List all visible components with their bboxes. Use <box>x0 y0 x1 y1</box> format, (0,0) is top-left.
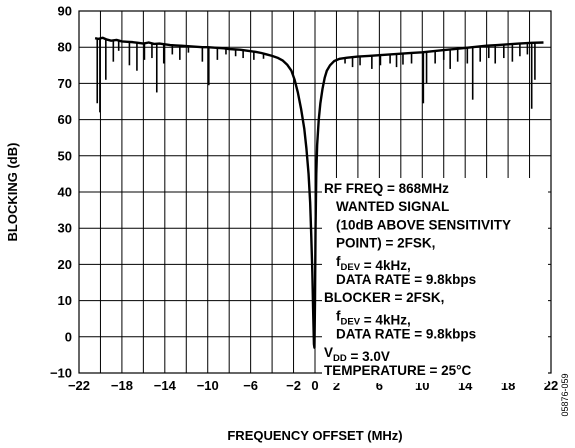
annotation-line: POINT) = 2FSK, <box>336 236 435 251</box>
x-tick-label: 0 <box>311 378 318 393</box>
blocking-curve <box>94 36 544 349</box>
annotation-line: DATA RATE = 9.8kbps <box>336 327 476 342</box>
annotation-background <box>322 178 548 383</box>
annotation-line: BLOCKER = 2FSK, <box>324 290 444 305</box>
y-tick-label: 80 <box>58 40 72 55</box>
figure-code: 05876-059 <box>560 373 570 416</box>
y-tick-label: 10 <box>58 293 72 308</box>
y-tick-label: 20 <box>58 257 72 272</box>
annotation-line: RF FREQ = 868MHz <box>324 181 449 196</box>
y-tick-label: 90 <box>58 4 72 19</box>
x-tick-label: 2 <box>333 378 340 393</box>
y-tick-label: 50 <box>58 148 72 163</box>
y-tick-label: −10 <box>50 366 72 381</box>
y-tick-label: 70 <box>58 76 72 91</box>
x-tick-label: −18 <box>111 378 133 393</box>
series-blocking <box>94 36 544 349</box>
x-tick-label: −10 <box>197 378 219 393</box>
y-tick-label: 40 <box>58 185 72 200</box>
annotation-line: TEMPERATURE = 25°C <box>324 363 472 378</box>
x-tick-label: −2 <box>286 378 301 393</box>
plot-frame <box>78 10 552 374</box>
y-tick-label: 30 <box>58 221 72 236</box>
annotation-line: WANTED SIGNAL <box>336 199 449 214</box>
y-axis-title: BLOCKING (dB) <box>5 143 20 242</box>
annotation-line: fDEV = 4kHz, <box>336 308 411 327</box>
x-tick-labels: −22 −18 −14 −10 −6 −2 0 2 6 10 14 18 22 <box>68 378 558 393</box>
x-axis-title: FREQUENCY OFFSET (MHz) <box>227 428 402 443</box>
x-tick-label: 6 <box>376 378 383 393</box>
y-tick-label: 60 <box>58 112 72 127</box>
x-tick-label: −22 <box>68 378 90 393</box>
annotation-box: RF FREQ = 868MHz WANTED SIGNAL (10dB ABOVE… <box>322 178 548 383</box>
annotation-line: VDD = 3.0V <box>324 345 390 364</box>
annotation-line: fDEV = 4kHz, <box>336 254 411 273</box>
annotation-line: (10dB ABOVE SENSITIVITY <box>336 217 511 232</box>
annotation-line: DATA RATE = 9.8kbps <box>336 272 476 287</box>
x-tick-label: −6 <box>243 378 258 393</box>
y-tick-label: 0 <box>65 329 72 344</box>
x-tick-label: −14 <box>154 378 177 393</box>
y-tick-labels: −10 0 10 20 30 40 50 60 70 80 90 <box>50 4 72 381</box>
